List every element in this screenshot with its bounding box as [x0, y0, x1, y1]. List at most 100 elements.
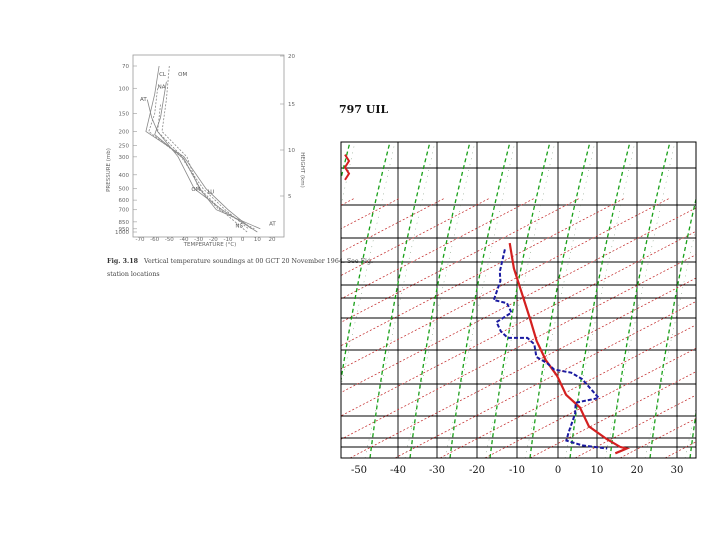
dry-adiabat-line — [484, 347, 696, 458]
mixing-ratio-line — [364, 142, 436, 458]
left-x-tick-label: -60 — [150, 237, 159, 243]
mixing-ratio-line — [484, 142, 556, 458]
moist-adiabat-line — [409, 142, 471, 458]
left-x-tick-label: -50 — [165, 237, 174, 243]
dry-adiabat-line — [341, 207, 696, 393]
left-sounding-figure: 701001502002503004005006007008509501000 … — [106, 54, 373, 278]
left-ylabel: PRESSURE (mb) — [106, 148, 112, 192]
mixing-ratio-line — [524, 142, 596, 458]
dry-adiabat-line — [529, 371, 696, 458]
left-series-label: CL — [159, 72, 167, 78]
left-y-tick-label: 70 — [122, 64, 129, 70]
caption-fig-number: Fig. 3.18 — [107, 258, 139, 265]
skewt-x-tick-label: 20 — [631, 465, 644, 476]
left-x-tick-label: 20 — [269, 237, 276, 243]
skewt-x-tick-label: 0 — [555, 465, 561, 476]
left-y-tick-label: 300 — [119, 155, 130, 161]
moist-adiabat-line — [569, 142, 631, 458]
dry-adiabat-line — [394, 301, 696, 458]
sounding-series — [343, 154, 631, 455]
moist-adiabat-line — [649, 196, 696, 458]
left-y-tick-label: 950 — [119, 227, 130, 233]
left-right-tick-label: 15 — [288, 102, 295, 108]
skewt-frame — [340, 141, 697, 459]
left-x-tick-label: -10 — [224, 237, 233, 243]
moist-adiabat-line — [529, 142, 591, 458]
left-series-label: LU — [207, 190, 214, 196]
skewt-x-tick-label: -50 — [351, 465, 367, 476]
skewt-x-tick-label: -30 — [429, 465, 445, 476]
left-series-label: NS — [235, 223, 243, 229]
left-series-label: NA — [158, 84, 166, 90]
dry-adiabat-line — [341, 197, 536, 300]
left-right-ticks: 20 15 10 5 — [280, 54, 295, 200]
left-x-tick-label: -40 — [180, 237, 189, 243]
caption-line-2: station locations — [107, 271, 160, 278]
mixing-ratio-line — [245, 142, 315, 458]
isobar-grid — [341, 142, 696, 458]
left-xlabel: TEMPERATURE (°C) — [183, 242, 237, 248]
skewt-x-tick-label: -40 — [390, 465, 406, 476]
temperature-profile-top-segment — [343, 154, 351, 181]
left-y-tick-label: 600 — [119, 198, 130, 204]
moist-adiabat-lines — [250, 142, 696, 458]
dewpoint-profile-line — [492, 249, 608, 450]
left-y-tick-label: 700 — [119, 208, 130, 214]
left-x-tick-label: 0 — [241, 237, 245, 243]
sounding-title: 797 UIL — [339, 103, 389, 116]
left-series-label: AT — [269, 221, 276, 227]
dry-adiabat-line — [341, 197, 446, 253]
left-x-tick-label: -30 — [194, 237, 203, 243]
moist-adiabat-line — [250, 142, 310, 458]
left-x-tick-label: -20 — [209, 237, 218, 243]
skewt-x-tick-label: 10 — [591, 465, 604, 476]
left-series-labels: CL OM NA AT OM LU NS AT — [140, 72, 276, 230]
left-series-lines — [145, 65, 261, 233]
mixing-ratio-line — [604, 142, 676, 458]
left-right-tick-label: 20 — [288, 54, 295, 60]
left-x-tick-label: -70 — [136, 237, 145, 243]
temperature-profile-line — [508, 242, 631, 455]
skewt-x-tick-labels: -50 -40 -30 -20 -10 0 10 20 30 — [351, 465, 683, 476]
left-right-label: HEIGHT (km) — [299, 152, 305, 188]
left-series-line-at — [146, 99, 258, 233]
left-series-label: AT — [140, 97, 147, 103]
dry-adiabat-line — [341, 197, 581, 323]
left-series-line-na — [148, 88, 249, 230]
left-right-tick-label: 5 — [288, 194, 292, 200]
dry-adiabat-line — [439, 324, 696, 458]
dry-adiabat-line — [710, 198, 720, 458]
left-series-line-cl — [145, 65, 252, 230]
dry-adiabat-line — [664, 441, 696, 458]
left-x-ticks: -70 -60 -50 -40 -30 -20 -10 0 10 20 — [136, 237, 276, 243]
skewt-x-tick-label: -20 — [469, 465, 485, 476]
dry-adiabat-line — [349, 277, 696, 458]
left-series-line-lu — [154, 81, 261, 230]
dry-adiabat-line — [341, 197, 626, 347]
mixing-ratio-line — [644, 226, 696, 458]
left-series-line-om — [161, 65, 255, 230]
left-y-tick-label: 150 — [119, 112, 130, 118]
moist-adiabat-line — [489, 142, 551, 458]
left-y-tick-label: 250 — [119, 143, 130, 149]
left-x-tick-label: 10 — [254, 237, 261, 243]
mixing-ratio-line — [341, 142, 396, 387]
isotherm-vertical-grid — [397, 142, 678, 458]
left-y-tick-label: 100 — [119, 86, 130, 92]
mixing-ratio-line — [444, 142, 516, 458]
left-y-tick-label: 1000 — [115, 230, 129, 236]
moist-adiabat-line — [341, 142, 391, 385]
moist-adiabat-line — [609, 142, 671, 458]
left-y-tick-label: 500 — [119, 187, 130, 193]
dry-adiabat-line — [619, 418, 696, 458]
dry-adiabat-line — [574, 394, 696, 458]
left-right-tick-label: 10 — [288, 148, 295, 154]
skewt-x-tick-label: -10 — [509, 465, 525, 476]
moist-adiabat-line — [369, 142, 431, 458]
mixing-ratio-line — [341, 142, 356, 207]
left-y-tick-label: 200 — [119, 130, 130, 136]
left-series-line-ns — [157, 104, 248, 233]
